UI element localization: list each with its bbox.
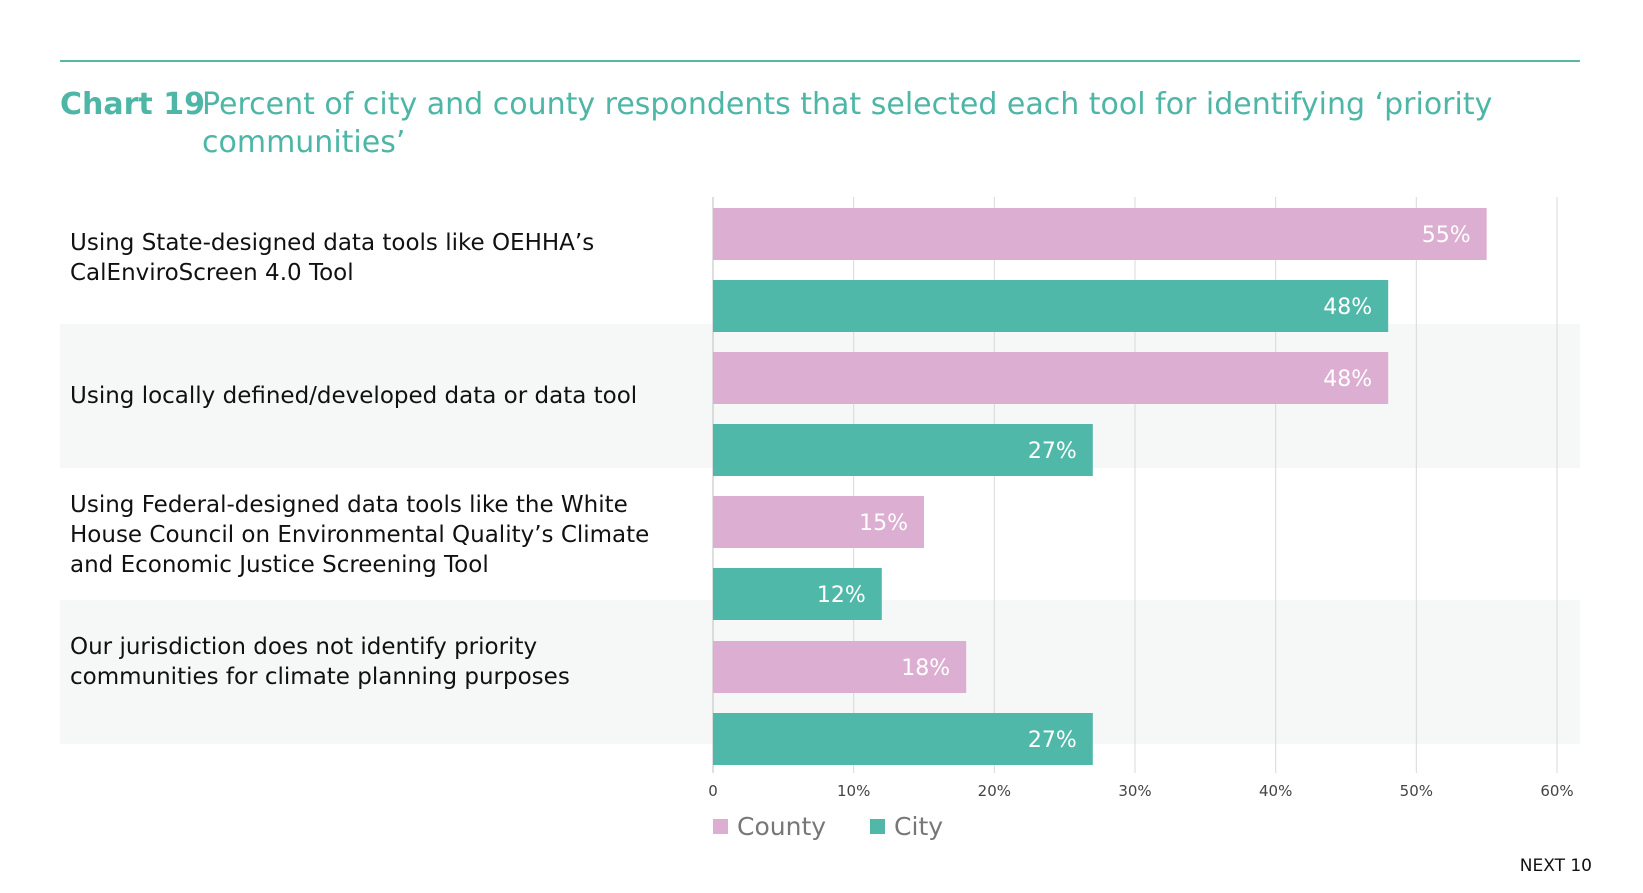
brand-footer: NEXT 10: [1519, 856, 1592, 876]
category-label-no-identification: Our jurisdiction does not identify prior…: [70, 634, 570, 690]
bar-value-label: 48%: [1323, 295, 1372, 320]
bar-city: [713, 280, 1389, 332]
legend-item-county: County: [713, 812, 826, 841]
legend-label-county: County: [737, 812, 827, 841]
bar-city: [713, 713, 1093, 765]
x-tick-label: 60%: [1540, 782, 1573, 800]
legend-label-city: City: [894, 812, 944, 841]
x-tick-label: 30%: [1118, 782, 1151, 800]
x-tick-label: 10%: [837, 782, 870, 800]
x-tick-label: 0: [708, 782, 718, 800]
legend-swatch-county: [713, 819, 728, 834]
bar-county: [713, 496, 924, 548]
bar-city: [713, 424, 1093, 476]
bar-value-label: 27%: [1028, 439, 1077, 464]
bar-city: [713, 568, 882, 620]
x-tick-label: 40%: [1259, 782, 1292, 800]
chart-number: Chart 19: [60, 87, 205, 122]
x-tick-label: 20%: [978, 782, 1011, 800]
bar-county: [713, 208, 1487, 260]
legend-swatch-city: [870, 819, 886, 834]
bar-county: [713, 641, 967, 693]
x-tick-label: 50%: [1400, 782, 1433, 800]
legend-item-city: City: [870, 812, 943, 841]
category-label-local-tools: Using locally defined/developed data or …: [70, 383, 638, 409]
chart-title-text: Percent of city and county respondents t…: [202, 87, 1493, 160]
bar-value-label: 55%: [1422, 223, 1471, 248]
bar-value-label: 12%: [817, 583, 866, 608]
bar-value-label: 18%: [901, 656, 950, 681]
bar-value-label: 15%: [859, 511, 908, 536]
bar-county: [713, 352, 1389, 404]
category-label-state-tools: Using State-designed data tools like OEH…: [70, 230, 595, 286]
legend: County City: [713, 812, 987, 841]
category-label-federal-tools: Using Federal-designed data tools like t…: [70, 492, 650, 578]
top-rule: [60, 60, 1580, 62]
bar-value-label: 27%: [1028, 728, 1077, 753]
bar-value-label: 48%: [1323, 367, 1372, 392]
